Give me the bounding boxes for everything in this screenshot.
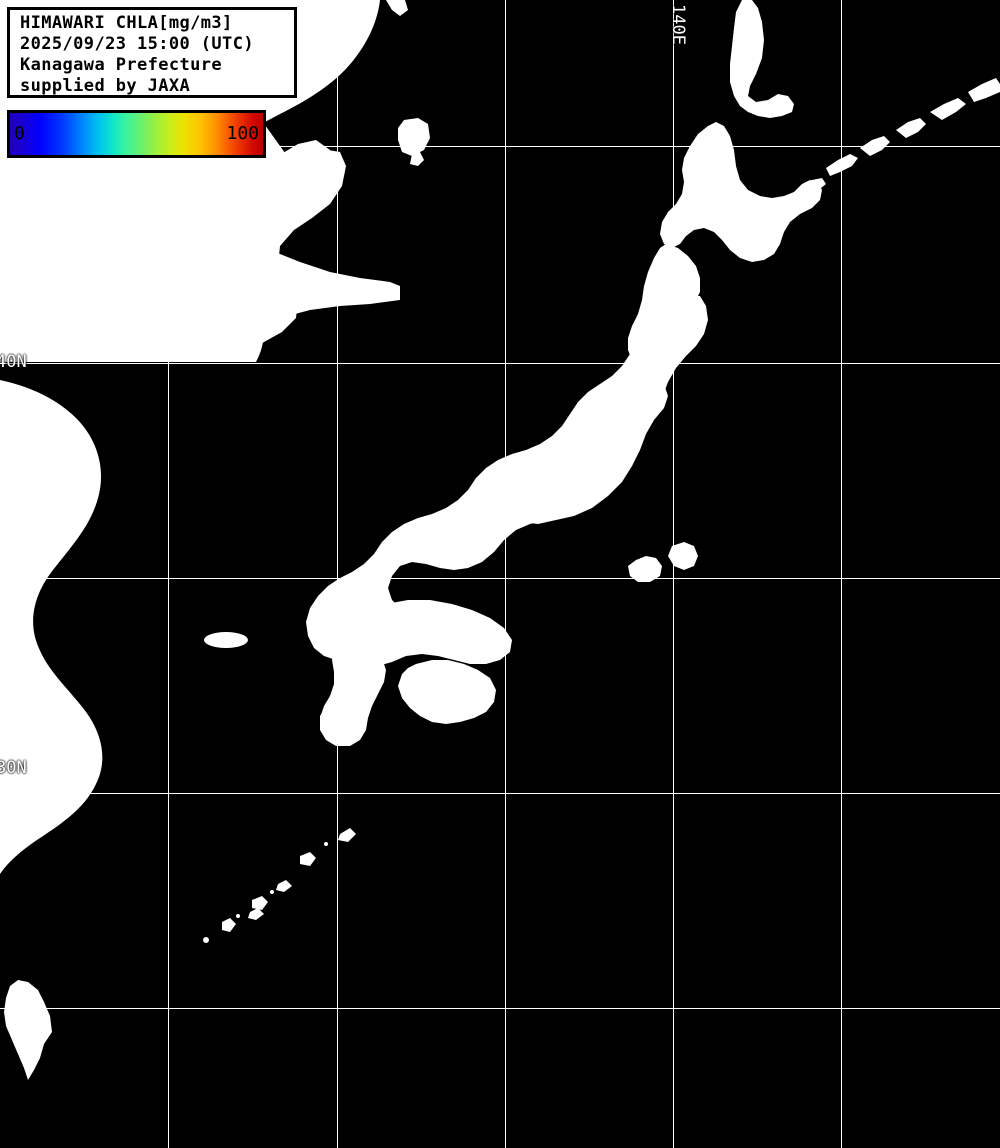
land-sakhalin <box>730 0 794 118</box>
land-noto <box>604 428 630 456</box>
land-honshu <box>306 296 708 660</box>
land-tohoku <box>628 244 700 366</box>
colorbar-min-label: 0 <box>14 123 25 144</box>
land-chugoku <box>350 600 512 666</box>
product-info-box: HIMAWARI CHLA[mg/m3] 2025/09/23 15:00 (U… <box>7 7 297 98</box>
product-region: Kanagawa Prefecture <box>20 55 223 75</box>
land-chubu-kanto <box>500 378 668 524</box>
longitude-label-140e: 140E <box>668 4 688 45</box>
land-ryukyu-islands <box>203 828 356 943</box>
land-taiwan <box>4 980 52 1080</box>
white-region-left-mid <box>0 380 103 874</box>
land-small-islands <box>14 118 444 648</box>
land-shikoku <box>398 660 496 724</box>
latitude-label-30n: 30N <box>0 758 27 778</box>
land-izu-boso <box>628 556 662 582</box>
colorbar-max-label: 100 <box>226 123 259 144</box>
land-hokkaido <box>660 122 822 262</box>
product-title: HIMAWARI CHLA[mg/m3] <box>20 13 233 33</box>
product-credit: supplied by JAXA <box>20 76 191 96</box>
colorbar-gradient <box>10 113 263 155</box>
latitude-label-40n: 40N <box>0 352 27 372</box>
colorbar: 0 100 <box>7 110 266 158</box>
product-timestamp: 2025/09/23 15:00 (UTC) <box>20 34 254 54</box>
land-kyushu-south <box>320 698 364 746</box>
land-boso <box>668 542 698 570</box>
